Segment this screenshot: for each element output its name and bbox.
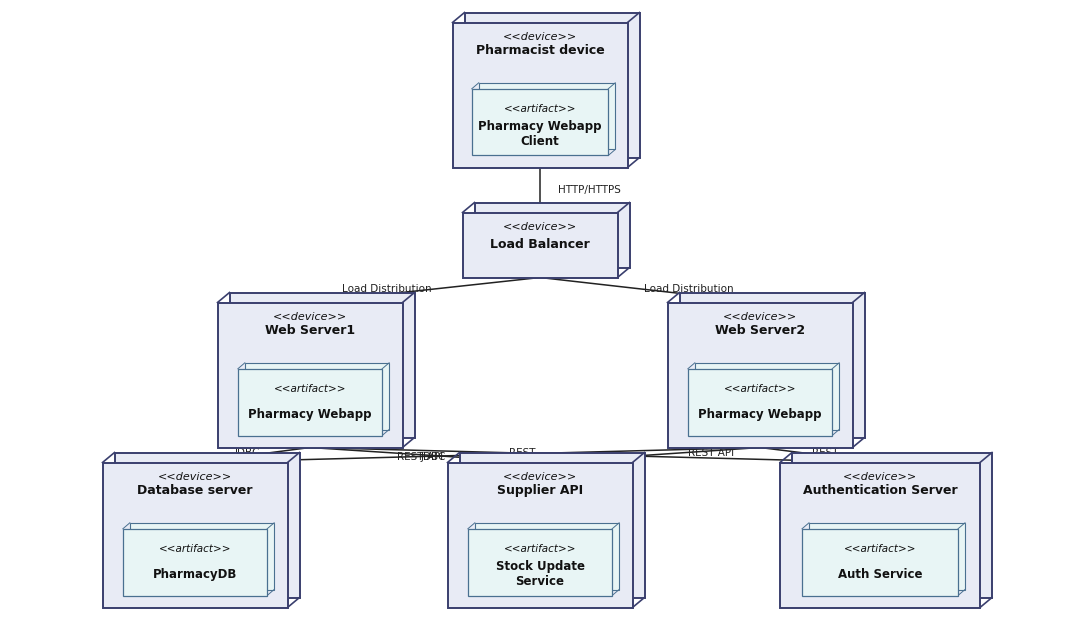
Bar (103, 463, 287, 607)
Text: <<device>>: <<device>> (503, 471, 577, 481)
Bar (447, 463, 633, 607)
Bar (474, 202, 630, 268)
Text: <<artifact>>: <<artifact>> (273, 384, 347, 394)
Bar (667, 302, 852, 448)
Text: Pharmacy Webapp: Pharmacy Webapp (248, 407, 372, 420)
Text: <<artifact>>: <<artifact>> (843, 544, 916, 554)
Text: <<artifact>>: <<artifact>> (503, 104, 577, 114)
Text: <<device>>: <<device>> (723, 312, 797, 322)
Text: JDBC: JDBC (421, 451, 446, 461)
Text: Pharmacist device: Pharmacist device (475, 44, 605, 57)
Text: <<artifact>>: <<artifact>> (159, 544, 231, 554)
Text: <<artifact>>: <<artifact>> (724, 384, 796, 394)
Bar (475, 523, 619, 589)
Text: REST API: REST API (396, 451, 443, 461)
Bar (114, 453, 299, 597)
Text: <<device>>: <<device>> (503, 222, 577, 232)
Text: <<device>>: <<device>> (842, 471, 917, 481)
Text: <<device>>: <<device>> (158, 471, 232, 481)
Text: Database server: Database server (137, 484, 253, 497)
Text: REST API: REST API (688, 448, 734, 458)
Bar (217, 302, 403, 448)
Bar (802, 529, 958, 596)
Bar (459, 453, 645, 597)
Bar (238, 369, 382, 435)
Bar (809, 523, 966, 589)
Bar (453, 22, 627, 168)
Text: JDBC: JDBC (234, 448, 260, 458)
Text: Pharmacy Webapp
Client: Pharmacy Webapp Client (478, 120, 602, 148)
Bar (478, 83, 616, 150)
Bar (688, 369, 833, 435)
Bar (468, 529, 612, 596)
Text: Web Server2: Web Server2 (715, 324, 805, 337)
Text: HTTP/HTTPS: HTTP/HTTPS (558, 185, 621, 195)
Bar (130, 523, 274, 589)
Text: Auth Service: Auth Service (838, 568, 922, 581)
Bar (464, 12, 639, 158)
Text: Supplier API: Supplier API (497, 484, 583, 497)
Bar (472, 89, 608, 155)
Bar (462, 212, 618, 278)
Text: <<device>>: <<device>> (503, 32, 577, 42)
Text: REST: REST (812, 448, 838, 458)
Text: <<device>>: <<device>> (273, 312, 347, 322)
Bar (123, 529, 267, 596)
Text: Load Distribution: Load Distribution (342, 284, 432, 294)
Bar (694, 363, 839, 430)
Text: Web Server1: Web Server1 (265, 324, 355, 337)
Text: Pharmacy Webapp: Pharmacy Webapp (699, 407, 822, 420)
Text: Stock Update
Service: Stock Update Service (496, 560, 584, 588)
Bar (229, 292, 415, 438)
Bar (792, 453, 993, 597)
Bar (679, 292, 864, 438)
Bar (780, 463, 980, 607)
Text: Load Balancer: Load Balancer (490, 238, 590, 251)
Text: <<artifact>>: <<artifact>> (503, 544, 577, 554)
Text: Load Distribution: Load Distribution (644, 284, 733, 294)
Bar (245, 363, 389, 430)
Text: PharmacyDB: PharmacyDB (152, 568, 238, 581)
Text: REST: REST (510, 448, 536, 458)
Text: Authentication Server: Authentication Server (802, 484, 957, 497)
